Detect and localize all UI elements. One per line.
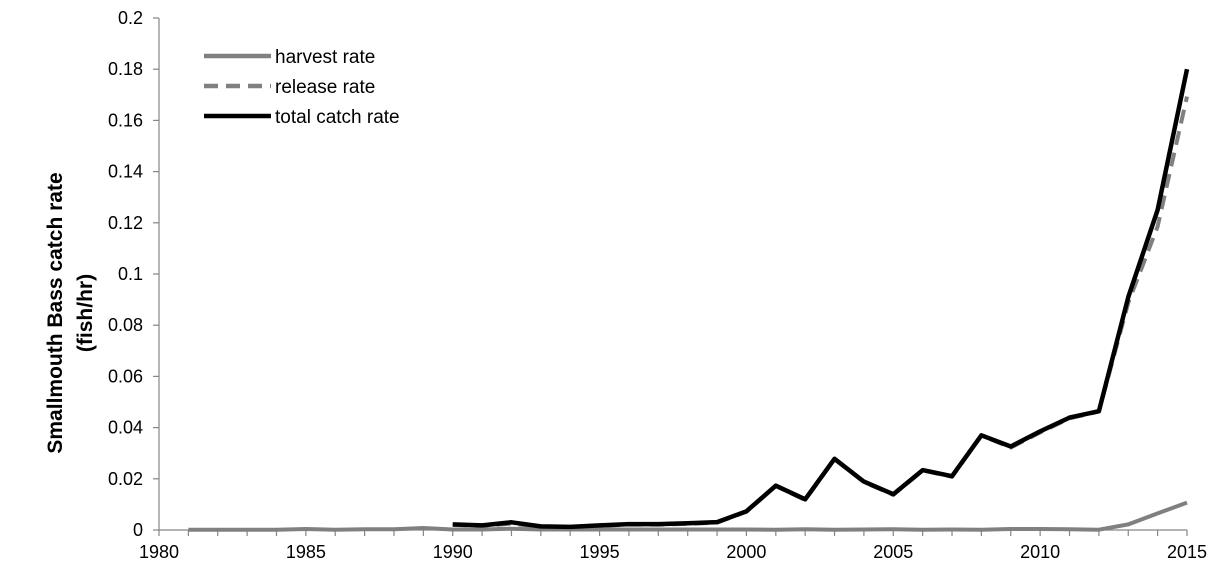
x-tick-label: 1990 bbox=[433, 542, 473, 562]
legend-label: total catch rate bbox=[275, 107, 400, 128]
y-tick-label: 0.2 bbox=[118, 8, 143, 28]
y-tick-label: 0.18 bbox=[108, 59, 143, 79]
y-tick-label: 0.1 bbox=[118, 264, 143, 284]
x-tick-label: 1980 bbox=[139, 542, 179, 562]
series-lines bbox=[188, 68, 1190, 532]
legend: harvest rate release rate total catch rate bbox=[204, 47, 400, 128]
y-tick-label: 0.02 bbox=[108, 469, 143, 489]
y-axis-title-line-2: (fish/hr) bbox=[74, 274, 97, 352]
y-tick-label: 0.16 bbox=[108, 110, 143, 130]
y-tick-label: 0.08 bbox=[108, 315, 143, 335]
y-tick-label: 0.12 bbox=[108, 213, 143, 233]
x-axis-ticks: 1980 1985 1990 1995 2000 2005 2010 2015 bbox=[139, 530, 1207, 562]
y-tick-label: 0.06 bbox=[108, 366, 143, 386]
y-tick-label: 0.14 bbox=[108, 162, 143, 182]
x-tick-label: 2005 bbox=[873, 542, 913, 562]
y-axis-ticks: 0 0.02 0.04 0.06 0.08 0.1 0.12 0.14 0.16 0.18 0.2 bbox=[108, 8, 159, 540]
legend-label: release rate bbox=[275, 77, 375, 98]
legend-label: harvest rate bbox=[275, 47, 375, 68]
x-tick-label: 2000 bbox=[726, 542, 766, 562]
x-tick-label: 1995 bbox=[580, 542, 620, 562]
y-axis-title: Smallmouth Bass catch rate (fish/hr) bbox=[44, 172, 97, 453]
y-tick-label: 0 bbox=[133, 520, 143, 540]
x-tick-label: 2010 bbox=[1020, 542, 1060, 562]
y-tick-label: 0.04 bbox=[108, 418, 143, 438]
x-tick-label: 2015 bbox=[1167, 542, 1207, 562]
series-line-total-catch-rate bbox=[452, 68, 1190, 530]
y-axis-title-line-1: Smallmouth Bass catch rate bbox=[44, 172, 67, 453]
series-line-harvest-rate bbox=[188, 500, 1188, 532]
x-tick-label: 1985 bbox=[286, 542, 326, 562]
series-line-release-rate bbox=[452, 96, 1189, 530]
